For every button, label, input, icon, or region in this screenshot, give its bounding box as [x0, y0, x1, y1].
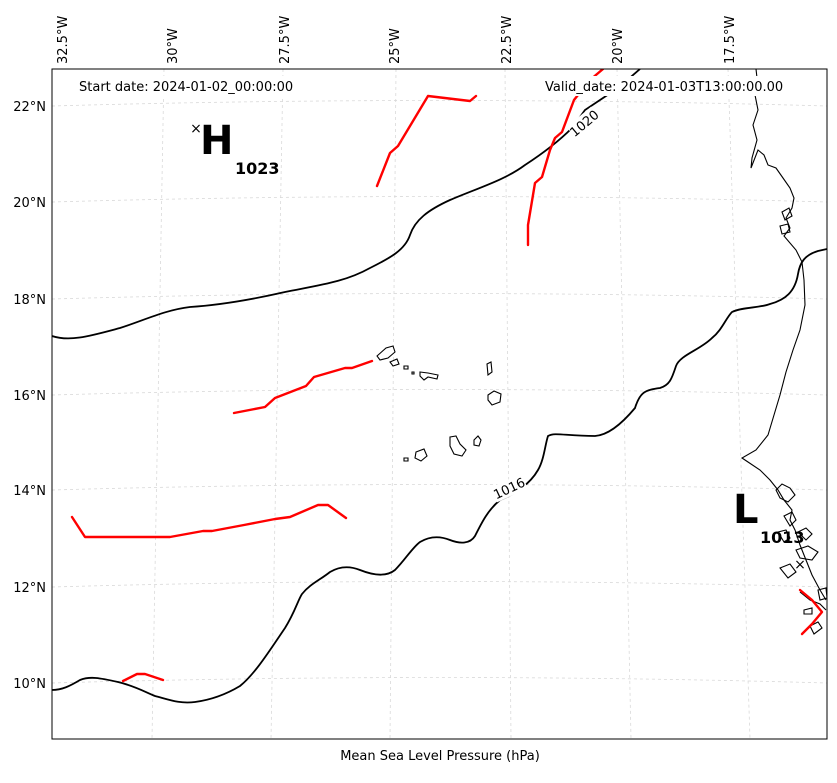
valid-date-box	[541, 76, 804, 96]
coastline-canary-islet-2	[779, 223, 791, 235]
island-maio	[473, 435, 482, 447]
island-brava	[403, 457, 409, 462]
coastline-canary-islet-1	[781, 207, 793, 221]
lat-tick-label: 14°N	[13, 484, 46, 499]
coastline-guinea-2	[817, 587, 827, 601]
lat-tick-label: 12°N	[13, 581, 46, 596]
island-santo-antao	[376, 345, 396, 361]
lon-tick-label: 17.5°W	[723, 16, 738, 64]
coastline-africa	[740, 69, 827, 635]
parallel-20n	[52, 196, 827, 203]
front-segment-3	[232, 359, 374, 415]
isobar-1016	[52, 248, 827, 704]
front-segment-1	[375, 94, 478, 188]
front-segment-6	[798, 588, 824, 636]
lon-tick-label: 20°W	[611, 28, 626, 64]
cape-verde-islands	[376, 345, 502, 462]
meridian-32-5w	[52, 69, 53, 92]
low-value: 1013	[760, 528, 805, 547]
lat-tick-label: 10°N	[13, 677, 46, 692]
parallel-12n	[52, 581, 827, 588]
map-caption: Mean Sea Level Pressure (hPa)	[340, 749, 540, 764]
low-center-marker: ×	[794, 557, 806, 573]
parallel-18n	[52, 293, 827, 300]
start-date-label: Start date: 2024-01-02_00:00:00	[79, 80, 293, 95]
island-sao-nicolau	[419, 371, 439, 381]
lon-tick-label: 27.5°W	[278, 16, 293, 64]
lon-tick-label: 30°W	[166, 28, 181, 64]
isobar-1020	[52, 69, 641, 340]
parallel-22n	[52, 100, 827, 107]
high-center-marker: ×	[190, 121, 202, 137]
lat-tick-label: 20°N	[13, 196, 46, 211]
lat-tick-label: 18°N	[13, 293, 46, 308]
lon-tick-label: 32.5°W	[56, 16, 71, 64]
meridian-25w	[389, 69, 397, 739]
meridian-30w	[151, 69, 165, 739]
isobar-1020-label-bg	[566, 106, 602, 140]
parallel-16n	[52, 389, 827, 396]
meridian-17-5w	[727, 69, 751, 739]
parallel-14n	[52, 484, 827, 491]
front-segment-5	[121, 672, 165, 683]
start-date-box	[76, 76, 316, 96]
island-fogo	[414, 448, 428, 462]
valid-date-label: Valid_date: 2024-01-03T13:00:00.00	[545, 80, 783, 95]
low-letter: L	[733, 487, 759, 533]
island-sao-vicente	[389, 358, 400, 367]
front-segment-4	[70, 503, 348, 539]
island-santiago	[449, 435, 467, 457]
high-value: 1023	[235, 159, 280, 178]
meridian-22-5w	[504, 69, 512, 739]
isobars: 1020 1016	[52, 69, 827, 704]
lat-tick-label: 22°N	[13, 100, 46, 115]
high-pressure-center[interactable]: × H 1023	[190, 118, 279, 178]
longitude-tick-labels: 32.5°W 30°W 27.5°W 25°W 22.5°W 20°W 17.5…	[56, 16, 738, 64]
island-boa-vista	[487, 390, 502, 406]
island-santa-luzia	[403, 365, 409, 370]
lon-tick-label: 22.5°W	[500, 16, 515, 64]
island-sal	[486, 361, 493, 377]
high-letter: H	[200, 118, 233, 164]
map-frame	[51, 68, 828, 740]
island-branco	[411, 371, 415, 375]
meridian-20w	[616, 69, 632, 739]
lat-tick-label: 16°N	[13, 389, 46, 404]
lon-tick-label: 25°W	[388, 28, 403, 64]
isobar-1016-label-bg	[490, 473, 528, 503]
latitude-tick-labels: 22°N 20°N 18°N 16°N 14°N 12°N 10°N	[13, 100, 46, 692]
map-plot-area[interactable]	[52, 69, 827, 739]
low-pressure-center[interactable]: L 1013 ×	[733, 487, 806, 573]
meridian-27-5w	[270, 69, 284, 739]
coastline-west-africa	[740, 69, 827, 601]
coastline-bijagos	[775, 483, 823, 635]
